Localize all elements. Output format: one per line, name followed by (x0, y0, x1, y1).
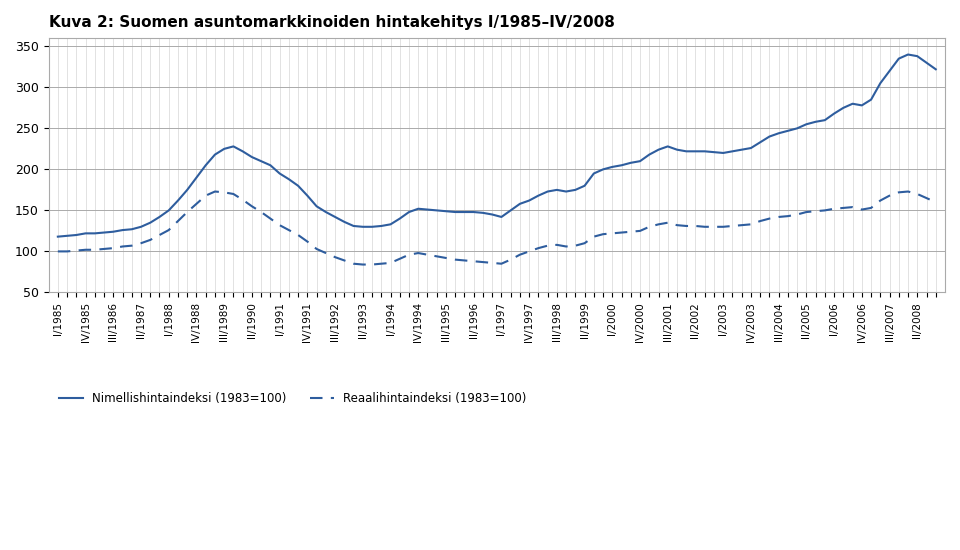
Reaalihintaindeksi (1983=100) (311, 246, 323, 252)
Nimellishintaindeksi (1983=100) (495, 213, 507, 220)
Nimellishintaindeksi (1983=100) (523, 197, 535, 204)
Reaalihintaindeksi (1983=100) (172, 218, 183, 224)
Reaalihintaindeksi (1983=100) (541, 243, 553, 249)
Reaalihintaindeksi (1983=100) (357, 261, 369, 268)
Nimellishintaindeksi (1983=100) (930, 66, 942, 73)
Text: Kuva 2: Suomen asuntomarkkinoiden hintakehitys I/1985–IV/2008: Kuva 2: Suomen asuntomarkkinoiden hintak… (49, 15, 614, 30)
Nimellishintaindeksi (1983=100) (301, 192, 313, 199)
Reaalihintaindeksi (1983=100) (52, 248, 63, 255)
Reaalihintaindeksi (1983=100) (875, 197, 886, 204)
Reaalihintaindeksi (1983=100) (515, 251, 526, 258)
Line: Nimellishintaindeksi (1983=100): Nimellishintaindeksi (1983=100) (58, 54, 936, 236)
Line: Reaalihintaindeksi (1983=100): Reaalihintaindeksi (1983=100) (58, 191, 936, 265)
Nimellishintaindeksi (1983=100) (52, 233, 63, 240)
Nimellishintaindeksi (1983=100) (856, 102, 868, 109)
Reaalihintaindeksi (1983=100) (209, 188, 221, 195)
Reaalihintaindeksi (1983=100) (449, 256, 461, 263)
Legend: Nimellishintaindeksi (1983=100), Reaalihintaindeksi (1983=100): Nimellishintaindeksi (1983=100), Reaalih… (55, 387, 532, 410)
Reaalihintaindeksi (1983=100) (930, 199, 942, 206)
Nimellishintaindeksi (1983=100) (431, 207, 443, 214)
Nimellishintaindeksi (1983=100) (172, 197, 183, 204)
Nimellishintaindeksi (1983=100) (902, 51, 914, 58)
